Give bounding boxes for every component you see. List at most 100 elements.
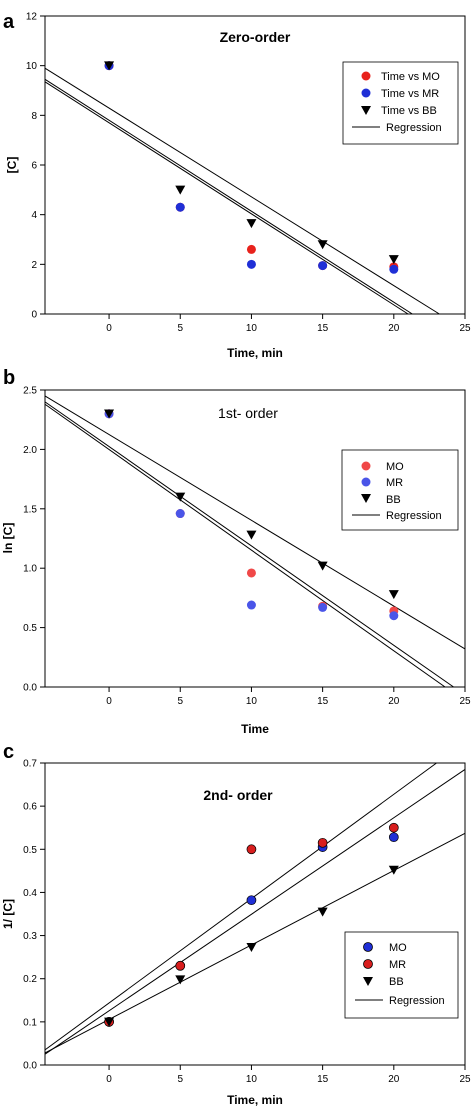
panel-a-y-tick-label: 0 <box>31 310 37 321</box>
panel-c-y-tick-label: 0.2 <box>23 974 37 985</box>
panel-a-x-tick-label: 20 <box>388 323 400 334</box>
panel-b-legend-label-regression: Regression <box>386 510 442 522</box>
panel-a-legend-label-bb: Time vs BB <box>381 105 437 117</box>
panel-letter-c: c <box>3 741 14 763</box>
panel-b-x-tick-label: 15 <box>317 696 329 707</box>
panel-b-point-bb <box>317 561 328 571</box>
panel-b-data-points <box>104 409 399 621</box>
panel-c-legend-marker-mo <box>363 942 373 952</box>
panel-a-y-tick-label: 10 <box>26 61 38 72</box>
panel-b-legend-label-mo: MO <box>386 461 404 473</box>
panel-a-point-time-vs-bb <box>246 219 257 229</box>
panel-a-point-time-vs-mr <box>246 259 256 269</box>
panel-b-legend: MO MR BB Regression <box>341 449 459 531</box>
panel-a-legend-marker-bb <box>361 106 371 115</box>
panel-b-point-mr <box>175 509 185 519</box>
panel-a-point-time-vs-mo <box>246 244 256 254</box>
panel-c-regression-line-1 <box>44 762 437 1051</box>
panel-a-legend-label-mo: Time vs MO <box>381 71 440 83</box>
panel-b-legend-marker-mo <box>361 461 371 471</box>
panel-b-y-tick-label: 0.5 <box>23 623 37 634</box>
panel-a-legend: Time vs MO Time vs MR Time vs BB Regress… <box>342 61 459 145</box>
panel-a-point-time-vs-bb <box>104 61 115 71</box>
panel-a-x-tick-label: 5 <box>177 323 183 334</box>
panel-c-point-mr <box>388 822 399 833</box>
panel-c-regression-line-2 <box>44 769 466 1055</box>
panel-b-regression-line-2 <box>44 401 454 688</box>
panel-a-title: Zero-order <box>220 29 291 45</box>
panel-letter-a: a <box>3 11 15 33</box>
panel-c-point-bb <box>388 865 399 875</box>
panel-a-y-axis-label: [C] <box>5 157 19 174</box>
panel-a-x-tick-label: 15 <box>317 323 329 334</box>
panel-c-plot-frame <box>44 762 466 1066</box>
panel-a-point-time-vs-mr <box>175 202 185 212</box>
panel-b-y-axis-label: ln [C] <box>1 523 15 554</box>
panel-c-legend-marker-bb <box>363 977 373 986</box>
panel-a-point-time-vs-bb <box>317 240 328 250</box>
panel-c-second-order-chart: c 2nd- order 0 5 10 15 20 25 0.00.10.20.30.40… <box>1 741 471 1107</box>
panel-c-point-bb <box>175 975 186 985</box>
panel-a-regression-line-2 <box>44 81 409 315</box>
panel-a-y-tick-label: 12 <box>26 12 38 23</box>
panel-b-x-tick-label: 5 <box>177 696 183 707</box>
panel-c-y-tick-label: 0.5 <box>23 845 37 856</box>
panel-a-legend-marker-mo <box>361 71 371 81</box>
panel-letter-b: b <box>3 367 15 389</box>
panel-c-legend-label-regression: Regression <box>389 995 445 1007</box>
panel-b-point-mr <box>246 600 256 610</box>
panel-b-point-mr <box>318 602 328 612</box>
panel-a-point-time-vs-bb <box>388 255 399 265</box>
panel-a-y-tick-label: 4 <box>31 210 37 221</box>
panel-b-y-tick-label: 2.5 <box>23 386 37 397</box>
panel-a-x-axis-label: Time, min <box>227 346 283 360</box>
panel-a-regression-line-1 <box>44 78 413 315</box>
panel-a-x-tick-label: 10 <box>246 323 258 334</box>
panel-b-y-tick-label: 0.0 <box>23 683 37 694</box>
panel-a-y-tick-label: 2 <box>31 260 37 271</box>
panel-c-x-ticks: 0 5 10 15 20 25 <box>106 1065 471 1085</box>
panel-a-y-tick-label: 8 <box>31 111 37 122</box>
panel-b-y-tick-label: 2.0 <box>23 445 37 456</box>
panel-a-x-tick-label: 0 <box>106 323 112 334</box>
panel-c-y-axis-label: 1/ [C] <box>1 899 15 929</box>
panel-b-regression-line-1 <box>44 403 446 688</box>
panel-a-regression-lines <box>44 67 440 315</box>
panel-c-x-axis-label: Time, min <box>227 1093 283 1107</box>
panel-c-point-bb <box>246 942 257 952</box>
panel-a-x-ticks: 0 5 10 15 20 25 <box>106 314 471 334</box>
panel-a-legend-label-mr: Time vs MR <box>381 88 439 100</box>
panel-b-x-tick-label: 20 <box>388 696 400 707</box>
panel-c-x-tick-label: 20 <box>388 1074 400 1085</box>
panel-b-legend-label-mr: MR <box>386 477 403 489</box>
panel-b-y-tick-label: 1.0 <box>23 564 37 575</box>
panel-c-legend-label-bb: BB <box>389 976 404 988</box>
panel-c-point-mr <box>175 960 186 971</box>
panel-a-point-time-vs-bb <box>175 185 186 195</box>
panel-b-regression-lines <box>44 395 466 688</box>
panel-a-plot-frame <box>44 15 466 315</box>
panel-a-zero-order-chart: a Zero-order 0 5 10 15 20 25 0 2 4 6 8 10 12 Time, … <box>3 11 471 360</box>
panel-a-y-ticks: 0 2 4 6 8 10 12 <box>26 12 45 321</box>
panel-c-y-tick-label: 0.3 <box>23 931 37 942</box>
panel-b-point-bb <box>388 590 399 600</box>
panel-c-data-points <box>104 822 399 1027</box>
panel-c-point-mr <box>246 844 257 855</box>
panel-c-x-tick-label: 0 <box>106 1074 112 1085</box>
panel-b-title: 1st- order <box>218 405 278 421</box>
panel-c-y-tick-label: 0.7 <box>23 759 37 770</box>
panel-c-x-tick-label: 10 <box>246 1074 258 1085</box>
panel-b-legend-marker-mr <box>361 477 371 487</box>
panel-c-title: 2nd- order <box>203 787 273 803</box>
panel-b-legend-box <box>341 449 459 531</box>
panel-a-regression-line-3 <box>44 67 440 315</box>
panel-c-point-mr <box>317 837 328 848</box>
panel-b-point-bb <box>175 492 186 502</box>
panel-b-plot-frame <box>44 389 466 688</box>
panel-c-legend-label-mr: MR <box>389 959 406 971</box>
panel-c-point-mo <box>246 895 257 906</box>
panel-c-legend-marker-mr <box>363 959 373 969</box>
panel-a-legend-marker-mr <box>361 88 371 98</box>
panel-c-point-mo <box>388 832 399 843</box>
